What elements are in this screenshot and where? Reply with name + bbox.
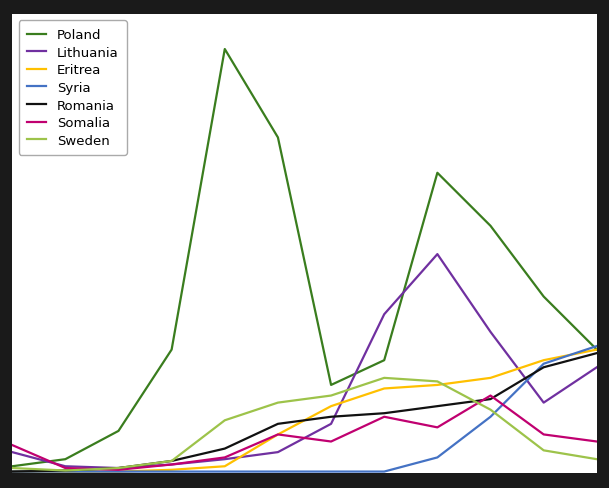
Poland — [487, 224, 494, 229]
Lithuania — [593, 365, 600, 370]
Lithuania — [381, 312, 388, 318]
Romania — [328, 414, 335, 420]
Sweden — [381, 375, 388, 381]
Syria — [381, 468, 388, 474]
Syria — [487, 414, 494, 420]
Syria — [221, 468, 228, 474]
Lithuania — [434, 252, 441, 258]
Romania — [9, 468, 16, 474]
Lithuania — [168, 462, 175, 468]
Eritrea — [381, 386, 388, 391]
Sweden — [115, 465, 122, 471]
Lithuania — [487, 329, 494, 335]
Line: Sweden: Sweden — [12, 378, 597, 470]
Eritrea — [540, 358, 547, 364]
Somalia — [381, 414, 388, 420]
Syria — [593, 344, 600, 349]
Romania — [62, 468, 69, 473]
Sweden — [540, 447, 547, 453]
Sweden — [328, 393, 335, 399]
Poland — [62, 456, 69, 462]
Poland — [9, 464, 16, 469]
Somalia — [434, 425, 441, 430]
Eritrea — [434, 382, 441, 388]
Eritrea — [115, 468, 122, 474]
Romania — [221, 446, 228, 451]
Syria — [274, 468, 281, 474]
Eritrea — [274, 431, 281, 437]
Somalia — [168, 462, 175, 468]
Romania — [434, 404, 441, 409]
Syria — [62, 468, 69, 474]
Lithuania — [540, 400, 547, 406]
Eritrea — [487, 375, 494, 381]
Syria — [168, 468, 175, 474]
Somalia — [9, 442, 16, 448]
Lithuania — [221, 456, 228, 462]
Poland — [221, 47, 228, 53]
Line: Romania: Romania — [12, 353, 597, 471]
Lithuania — [62, 464, 69, 469]
Syria — [9, 468, 16, 474]
Eritrea — [221, 464, 228, 469]
Line: Lithuania: Lithuania — [12, 255, 597, 468]
Lithuania — [328, 421, 335, 427]
Line: Somalia: Somalia — [12, 396, 597, 470]
Somalia — [487, 393, 494, 399]
Eritrea — [168, 467, 175, 473]
Somalia — [62, 465, 69, 471]
Line: Eritrea: Eritrea — [12, 350, 597, 471]
Poland — [540, 294, 547, 300]
Poland — [328, 382, 335, 388]
Romania — [381, 410, 388, 416]
Poland — [434, 170, 441, 176]
Sweden — [593, 456, 600, 462]
Lithuania — [9, 449, 16, 455]
Eritrea — [328, 404, 335, 409]
Poland — [115, 428, 122, 434]
Somalia — [221, 454, 228, 460]
Romania — [274, 421, 281, 427]
Lithuania — [115, 465, 122, 471]
Romania — [540, 365, 547, 370]
Syria — [540, 361, 547, 367]
Somalia — [274, 431, 281, 437]
Somalia — [593, 439, 600, 445]
Sweden — [168, 458, 175, 464]
Romania — [593, 350, 600, 356]
Somalia — [540, 431, 547, 437]
Legend: Poland, Lithuania, Eritrea, Syria, Romania, Somalia, Sweden: Poland, Lithuania, Eritrea, Syria, Roman… — [19, 21, 127, 156]
Poland — [274, 135, 281, 141]
Eritrea — [9, 468, 16, 474]
Syria — [434, 454, 441, 460]
Syria — [115, 468, 122, 474]
Eritrea — [593, 347, 600, 353]
Somalia — [328, 439, 335, 445]
Line: Poland: Poland — [12, 50, 597, 467]
Sweden — [487, 407, 494, 413]
Line: Syria: Syria — [12, 346, 597, 471]
Poland — [593, 347, 600, 353]
Romania — [487, 396, 494, 402]
Sweden — [274, 400, 281, 406]
Poland — [168, 347, 175, 353]
Sweden — [62, 468, 69, 473]
Romania — [168, 458, 175, 464]
Sweden — [221, 418, 228, 424]
Sweden — [434, 379, 441, 385]
Somalia — [115, 467, 122, 473]
Syria — [328, 468, 335, 474]
Romania — [115, 465, 122, 471]
Poland — [381, 358, 388, 364]
Lithuania — [274, 449, 281, 455]
Eritrea — [62, 468, 69, 474]
Sweden — [9, 465, 16, 471]
